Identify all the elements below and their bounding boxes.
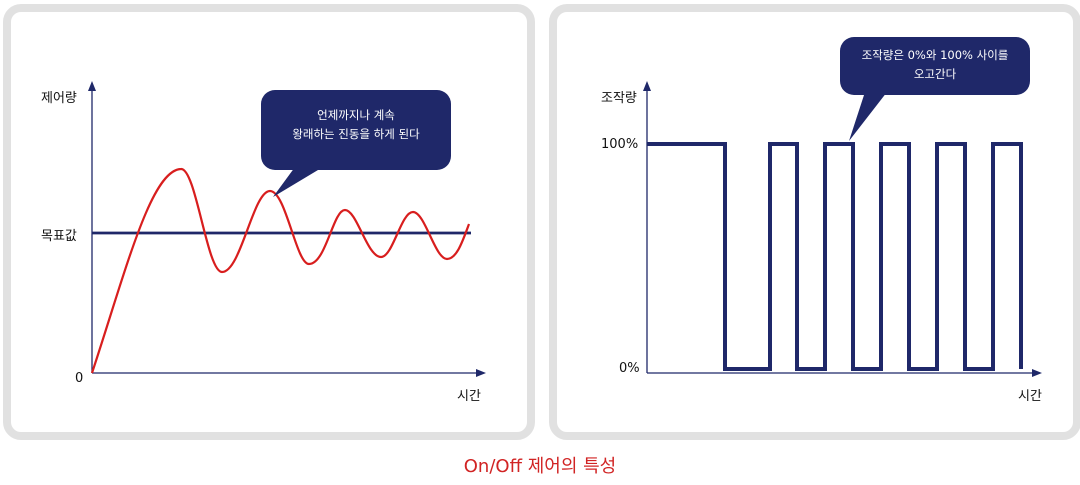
- on-off-square-wave: [647, 142, 1023, 371]
- right-callout-bubble: 조작량은 0%와 100% 사이를 오고간다: [840, 37, 1030, 95]
- left-y-axis-label: 제어량: [41, 91, 77, 106]
- right-chart-panel: 조작량 100% 0% 시간 조작량은 0%와 100% 사이를 오고간다: [549, 4, 1080, 440]
- left-zero-label: 0: [75, 371, 84, 386]
- target-value-label: 목표값: [41, 229, 77, 244]
- left-bubble-line-1: 언제까지나 계속: [317, 108, 395, 122]
- left-bubble-line-2: 왕래하는 진동을 하게 된다: [292, 127, 420, 141]
- left-chart-svg: [88, 81, 486, 377]
- left-callout-bubble: 언제까지나 계속 왕래하는 진동을 하게 된다: [261, 90, 451, 170]
- right-y-axis-label: 조작량: [601, 91, 637, 106]
- response-curve: [90, 167, 471, 374]
- right-bubble-line-2: 오고간다: [913, 67, 957, 81]
- right-chart-svg: [643, 81, 1042, 377]
- figure-caption: On/Off 제어의 특성: [463, 456, 617, 477]
- low-value-label: 0%: [619, 361, 640, 376]
- high-value-label: 100%: [601, 137, 639, 152]
- right-bubble-line-1: 조작량은 0%와 100% 사이를: [861, 48, 1009, 62]
- left-x-axis-label: 시간: [457, 389, 481, 404]
- left-chart-panel: 제어량 목표값 0 시간 언제까지나 계속 왕래하는 진동을 하게 된다: [3, 4, 535, 440]
- right-x-axis-label: 시간: [1018, 389, 1042, 404]
